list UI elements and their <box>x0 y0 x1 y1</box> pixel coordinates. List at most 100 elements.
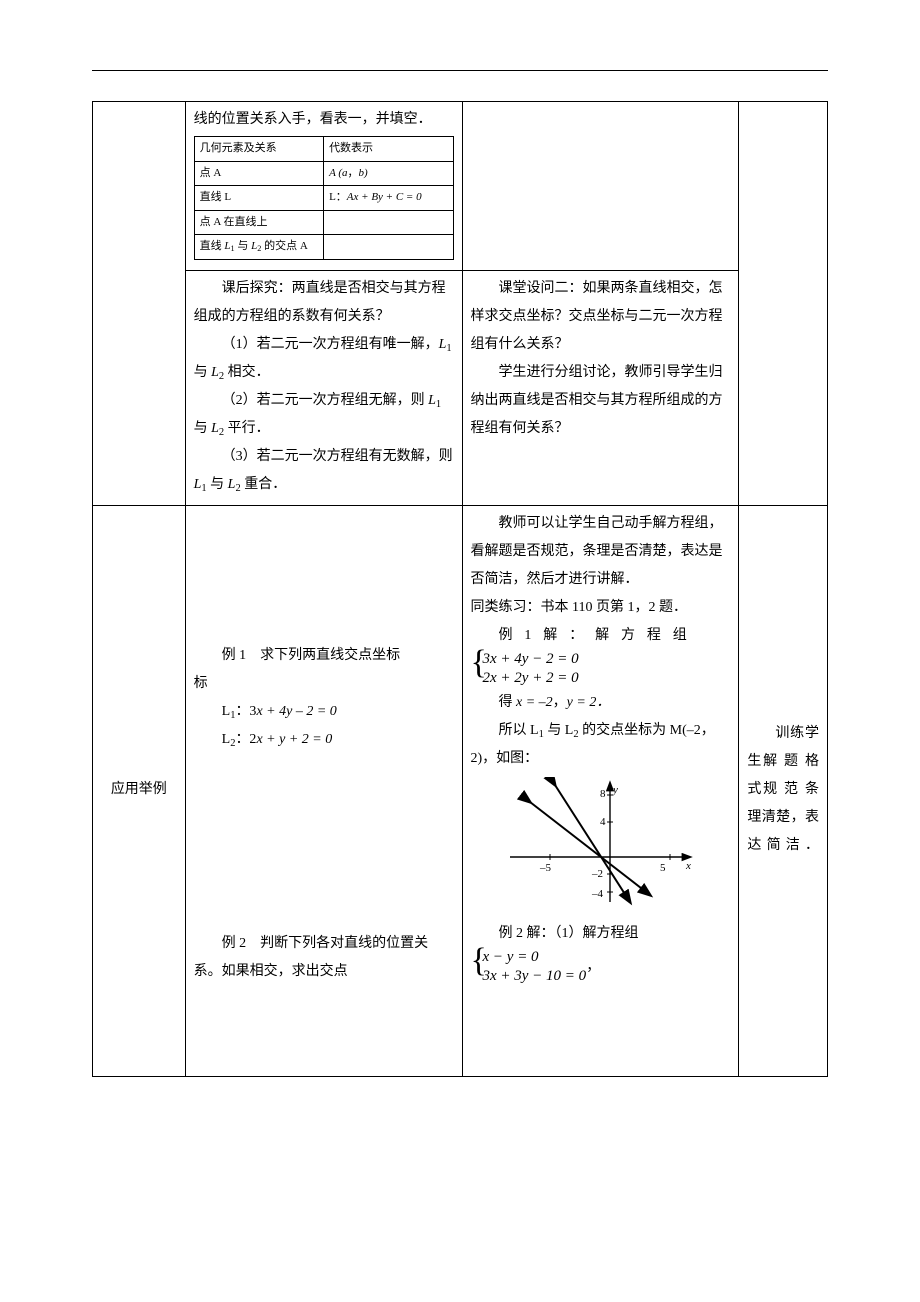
graph-svg: y 8 4 –2 –4 –5 5 x <box>500 777 700 907</box>
inner-r4c2-empty <box>324 235 453 260</box>
text: 与 L <box>544 723 574 738</box>
row3-col3-p1: 教师可以让学生自己动手解方程组，看解题是否规范，条理是否清楚，表达是否简洁，然后… <box>471 510 731 594</box>
spacer <box>194 776 454 798</box>
brace-icon: { <box>471 646 487 680</box>
text: 点 A 在直线上 <box>200 216 268 228</box>
row3-col4-p1: 训练学生解 题 格 式规 范 条 理清楚，表达简洁． <box>747 720 819 860</box>
spacer <box>194 754 454 776</box>
row1-col3-empty <box>462 102 739 271</box>
axis-yn2: –2 <box>591 868 603 880</box>
text: x = –2 <box>516 695 553 710</box>
spacer <box>194 798 454 820</box>
eq2-comma: ， <box>586 960 600 975</box>
row2-col2-p1: 课后探究：两直线是否相交与其方程组成的方程组的系数有何关系？ <box>194 275 454 331</box>
row2-col2-p4: （3）若二元一次方程组有无数解，则 L1 与 L2 重合． <box>194 443 454 499</box>
text: 1 <box>201 483 206 494</box>
text: 与 <box>235 240 252 252</box>
row1-col2: 线的位置关系入手，看表一，并填空． 几何元素及关系 代数表示 点 A A (a，… <box>185 102 462 271</box>
row3-col3-p2: 同类练习：书本 110 页第 1，2 题． <box>471 594 731 622</box>
text: 的交点 A <box>261 240 307 252</box>
ex2-lead: 例 2 解：（1）解方程组 <box>471 920 731 948</box>
inner-h1: 几何元素及关系 <box>194 137 323 162</box>
table-row: 应用举例 例 1 求下列两直线交点坐标 标 L1：3x + 4y – 2 = 0 <box>93 505 828 1076</box>
text: 2 <box>257 244 261 253</box>
text: 与 <box>194 421 212 436</box>
row2-col3: 课堂设问二：如果两条直线相交，怎样求交点坐标？交点坐标与二元一次方程组有什么关系… <box>462 270 739 505</box>
text: 1 <box>231 244 235 253</box>
text: L <box>222 732 231 747</box>
row3-col2: 例 1 求下列两直线交点坐标 标 L1：3x + 4y – 2 = 0 L2：2… <box>185 505 462 1076</box>
text: y = 2． <box>567 695 611 710</box>
text: ， <box>553 695 567 710</box>
eq1: { 3x + 4y − 2 = 0 2x + 2y + 2 = 0 <box>471 650 731 689</box>
inner-r1c1: 点 A <box>194 161 323 186</box>
spacer <box>194 864 454 886</box>
ex1-l0: 标 <box>194 670 454 698</box>
ex1-title: 例 1 求下列两直线交点坐标 <box>194 642 454 670</box>
text: ) <box>364 167 368 179</box>
row3-col1: 应用举例 <box>93 505 186 1076</box>
text: A ( <box>329 167 342 179</box>
inner-r2c1: 直线 L <box>194 186 323 211</box>
axis-x5: 5 <box>660 862 666 874</box>
text: x + 4y – 2 = 0 <box>256 704 336 719</box>
text: 1 <box>436 399 441 410</box>
eq1-line1: 3x + 4y − 2 = 0 <box>483 651 579 667</box>
axis-y-label: y <box>612 784 618 796</box>
inner-table: 几何元素及关系 代数表示 点 A A (a，b) 直线 L <box>194 136 454 260</box>
main-table: 线的位置关系入手，看表一，并填空． 几何元素及关系 代数表示 点 A A (a，… <box>92 101 828 1077</box>
text: （3）若二元一次方程组有无数解，则 <box>222 449 453 464</box>
row1-col1-empty <box>93 102 186 506</box>
row2-col3-p1: 课堂设问二：如果两条直线相交，怎样求交点坐标？交点坐标与二元一次方程组有什么关系… <box>471 275 731 359</box>
text: 2 <box>219 427 224 438</box>
axis-yn4: –4 <box>591 888 604 900</box>
text: Ax + By + C = 0 <box>347 191 422 203</box>
row2-col3-p2: 学生进行分组讨论，教师引导学生归纳出两直线是否相交与其方程所组成的方程组有何关系… <box>471 359 731 443</box>
eq2-line2: 3x + 3y − 10 = 0 <box>483 968 587 984</box>
text: 2 <box>219 371 224 382</box>
text: L <box>224 240 230 252</box>
inner-r1c2: A (a，b) <box>324 161 453 186</box>
top-rule <box>92 70 828 71</box>
row3-col3: 教师可以让学生自己动手解方程组，看解题是否规范，条理是否清楚，表达是否简洁，然后… <box>462 505 739 1076</box>
text: 1 <box>446 343 451 354</box>
eq1-line2: 2x + 2y + 2 = 0 <box>483 670 579 686</box>
text: 点 A <box>200 167 222 179</box>
text: 相交． <box>224 365 270 380</box>
spacer <box>194 532 454 554</box>
text: x + y + 2 = 0 <box>256 732 332 747</box>
row2-col2-p2: （1）若二元一次方程组有唯一解，L1 与 L2 相交． <box>194 331 454 387</box>
text: 1 <box>539 729 544 740</box>
ex1-l1: L1：3x + 4y – 2 = 0 <box>222 698 454 726</box>
text: L <box>222 704 231 719</box>
axis-x-label: x <box>685 860 691 872</box>
row2-col2: 课后探究：两直线是否相交与其方程组成的方程组的系数有何关系？ （1）若二元一次方… <box>185 270 462 505</box>
ex1-conclusion: 所以 L1 与 L2 的交点坐标为 M(–2，2)，如图： <box>471 717 731 773</box>
inner-r3c2-empty <box>324 210 453 235</box>
eq2: { x − y = 0 3x + 3y − 10 = 0 ， <box>471 948 731 987</box>
row3-col4: 训练学生解 题 格 式规 范 条 理清楚，表达简洁． <box>739 505 828 1076</box>
graph: y 8 4 –2 –4 –5 5 x <box>471 777 731 918</box>
text: L <box>428 393 436 408</box>
text: ， <box>348 167 359 179</box>
text: 直线 L <box>200 191 231 203</box>
inner-h2: 代数表示 <box>324 137 453 162</box>
table-row: 课后探究：两直线是否相交与其方程组成的方程组的系数有何关系？ （1）若二元一次方… <box>93 270 828 505</box>
text: 与 <box>207 477 228 492</box>
ex1-result: 得 x = –2，y = 2． <box>471 689 731 717</box>
text: ：2 <box>235 732 256 747</box>
axis-y4: 4 <box>600 816 606 828</box>
row3-col1-label: 应用举例 <box>111 776 167 804</box>
spacer <box>194 598 454 620</box>
text: （2）若二元一次方程组无解，则 <box>222 393 429 408</box>
text: 所以 L <box>499 723 539 738</box>
text: 1 <box>230 710 235 721</box>
axis-y8: 8 <box>600 788 606 800</box>
spacer <box>194 820 454 842</box>
text: 直线 <box>200 240 225 252</box>
text: ：3 <box>235 704 256 719</box>
text: 重合． <box>241 477 287 492</box>
row1-col2-intro: 线的位置关系入手，看表一，并填空． <box>194 106 454 134</box>
spacer <box>194 554 454 576</box>
text: L <box>211 365 219 380</box>
